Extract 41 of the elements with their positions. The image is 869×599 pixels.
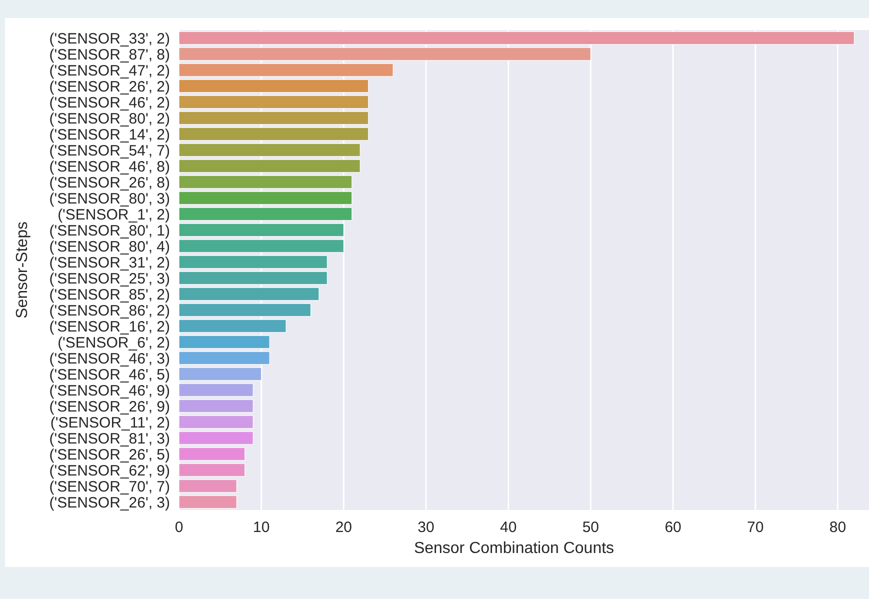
y-tick-label: ('SENSOR_46', 8): [49, 158, 170, 176]
x-tick-label: 50: [582, 519, 600, 536]
y-tick-label: ('SENSOR_1', 2): [58, 206, 170, 224]
y-axis-title: Sensor-Steps: [14, 222, 31, 318]
y-tick-label: ('SENSOR_26', 2): [49, 78, 170, 96]
y-tick-label: ('SENSOR_14', 2): [49, 126, 170, 144]
x-tick-label: 60: [664, 519, 682, 536]
x-axis-title: Sensor Combination Counts: [414, 540, 614, 557]
y-tick-label: ('SENSOR_62', 9): [49, 462, 170, 480]
x-tick-label: 40: [500, 519, 517, 536]
y-tick-label: ('SENSOR_47', 2): [49, 62, 170, 80]
y-tick-label: ('SENSOR_46', 2): [49, 94, 170, 112]
x-tick-label: 70: [747, 519, 764, 536]
y-tick-label: ('SENSOR_25', 3): [49, 270, 170, 288]
y-tick-label: ('SENSOR_81', 3): [49, 430, 170, 448]
y-tick-label: ('SENSOR_46', 5): [49, 366, 170, 384]
y-tick-label: ('SENSOR_26', 3): [49, 494, 170, 512]
y-tick-label: ('SENSOR_86', 2): [49, 302, 170, 320]
y-tick-label: ('SENSOR_46', 9): [49, 382, 170, 400]
y-tick-label: ('SENSOR_70', 7): [49, 478, 170, 496]
y-tick-label: ('SENSOR_31', 2): [49, 254, 170, 272]
x-tick-label: 20: [335, 519, 352, 536]
y-tick-label: ('SENSOR_87', 8): [49, 46, 170, 64]
x-tick-label: 10: [252, 519, 270, 536]
y-tick-label: ('SENSOR_46', 3): [49, 350, 170, 368]
y-tick-label: ('SENSOR_6', 2): [58, 334, 170, 352]
y-tick-label: ('SENSOR_80', 3): [49, 190, 170, 208]
x-tick-label: 30: [418, 519, 434, 536]
y-tick-label: ('SENSOR_80', 2): [49, 110, 170, 128]
x-tick-label: 0: [174, 519, 184, 536]
y-tick-label: ('SENSOR_11', 2): [50, 414, 170, 432]
y-tick-label: ('SENSOR_26', 8): [49, 174, 170, 192]
y-tick-label: ('SENSOR_80', 4): [49, 238, 170, 256]
x-tick-label: 80: [829, 519, 846, 536]
y-tick-label: ('SENSOR_26', 9): [49, 398, 170, 416]
y-tick-label: ('SENSOR_26', 5): [49, 446, 170, 464]
y-tick-label: ('SENSOR_80', 1): [49, 222, 170, 240]
y-tick-label: ('SENSOR_33', 2): [49, 30, 170, 48]
y-tick-label: ('SENSOR_16', 2): [49, 318, 170, 336]
y-tick-label: ('SENSOR_54', 7): [49, 142, 170, 160]
y-tick-label: ('SENSOR_85', 2): [49, 286, 170, 304]
